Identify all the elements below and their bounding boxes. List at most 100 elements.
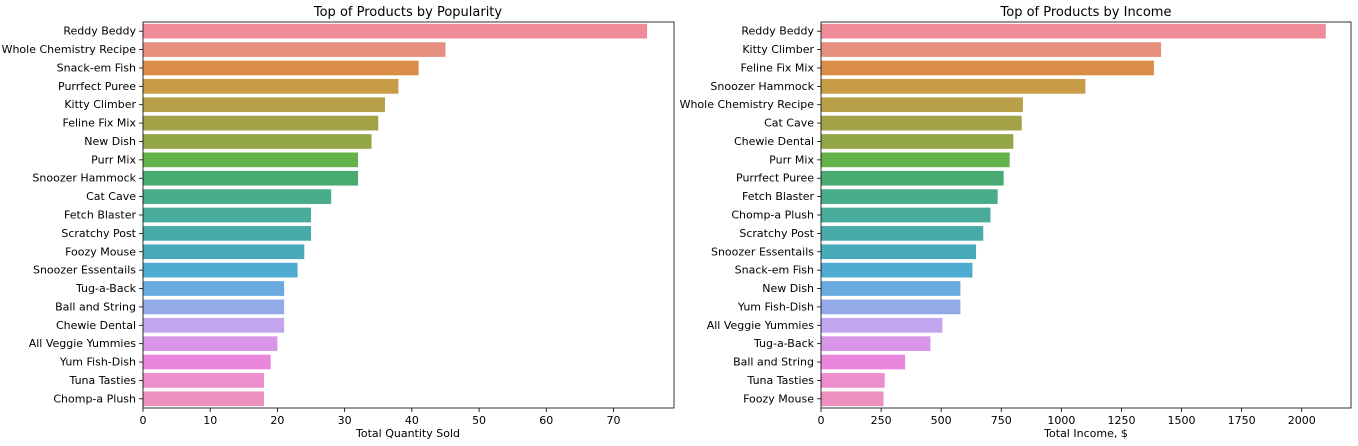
income-category-label: Feline Fix Mix <box>741 61 815 74</box>
income-category-label: Tuna Tasties <box>747 374 815 387</box>
income-x-tick-label: 500 <box>931 414 952 427</box>
income-chart-title: Top of Products by Income <box>1000 5 1172 20</box>
income-bar <box>821 115 1022 131</box>
popularity-bar <box>143 317 285 333</box>
popularity-category-label: Tug-a-Back <box>75 282 137 295</box>
popularity-category-label: Purrfect Puree <box>58 80 136 93</box>
popularity-category-label: All Veggie Yummies <box>29 337 137 350</box>
popularity-category-label: Cat Cave <box>86 190 136 203</box>
income-bar <box>821 299 961 315</box>
popularity-bar <box>143 336 278 352</box>
popularity-bar <box>143 152 359 168</box>
popularity-category-label: Snack-em Fish <box>57 61 136 74</box>
popularity-bar <box>143 226 312 241</box>
popularity-category-label: Chomp-a Plush <box>53 392 136 405</box>
popularity-chart-title: Top of Products by Popularity <box>313 5 503 20</box>
popularity-bar <box>143 189 332 204</box>
popularity-bar <box>143 281 285 296</box>
income-x-tick-label: 1250 <box>1107 414 1135 427</box>
popularity-category-label: Chewie Dental <box>56 319 136 332</box>
popularity-category-label: Fetch Blaster <box>64 209 136 222</box>
income-category-label: Chomp-a Plush <box>731 209 814 222</box>
income-chart-x-label: Total Income, $ <box>1043 427 1128 440</box>
income-category-label: Snack-em Fish <box>735 264 814 277</box>
popularity-bar <box>143 170 359 186</box>
income-category-label: Scratchy Post <box>739 227 814 240</box>
popularity-x-tick-label: 0 <box>140 414 147 427</box>
income-bar <box>821 281 961 296</box>
income-bar <box>821 354 906 370</box>
income-category-label: Ball and String <box>733 356 814 369</box>
income-x-tick-label: 0 <box>818 414 825 427</box>
popularity-bar <box>143 78 399 94</box>
popularity-category-label: Scratchy Post <box>61 227 136 240</box>
income-category-label: Reddy Beddy <box>741 25 814 38</box>
income-bar <box>821 189 998 204</box>
popularity-x-tick-label: 50 <box>472 414 486 427</box>
income-x-tick-label: 1500 <box>1168 414 1196 427</box>
popularity-bar <box>143 42 446 57</box>
income-category-label: Kitty Climber <box>742 43 814 56</box>
popularity-bar <box>143 354 271 370</box>
popularity-bar <box>143 391 264 407</box>
income-x-tick-label: 250 <box>871 414 892 427</box>
income-bar <box>821 23 1326 39</box>
popularity-bar <box>143 262 298 278</box>
popularity-category-label: Snoozer Essentails <box>33 264 136 277</box>
income-bar <box>821 97 1023 113</box>
popularity-bar <box>143 244 305 260</box>
popularity-bar <box>143 97 385 113</box>
popularity-x-tick-label: 70 <box>607 414 621 427</box>
income-bar <box>821 42 1162 57</box>
popularity-category-label: Yum Fish-Dish <box>59 356 136 369</box>
income-bar <box>821 60 1154 76</box>
popularity-x-tick-label: 10 <box>203 414 217 427</box>
income-bar <box>821 244 977 260</box>
popularity-chart: Top of Products by Popularity Total Quan… <box>2 5 675 440</box>
income-category-label: Snoozer Essentails <box>711 245 814 258</box>
popularity-x-tick-label: 20 <box>270 414 284 427</box>
popularity-bar <box>143 207 312 223</box>
income-category-label: Tug-a-Back <box>753 337 815 350</box>
income-x-tick-label: 1750 <box>1228 414 1256 427</box>
popularity-bar <box>143 299 285 315</box>
popularity-x-tick-label: 30 <box>338 414 352 427</box>
income-x-tick-label: 1000 <box>1047 414 1075 427</box>
popularity-chart-x-label: Total Quantity Sold <box>355 427 460 440</box>
income-category-label: Whole Chemistry Recipe <box>680 98 815 111</box>
income-chart: Top of Products by Income Total Income, … <box>680 5 1352 440</box>
popularity-bar <box>143 115 379 131</box>
income-bar <box>821 262 973 278</box>
income-category-label: Fetch Blaster <box>742 190 814 203</box>
income-bar <box>821 336 931 352</box>
popularity-category-label: Kitty Climber <box>64 98 136 111</box>
popularity-bar <box>143 60 419 76</box>
popularity-bar <box>143 373 264 388</box>
popularity-category-label: Foozy Mouse <box>65 245 136 258</box>
income-category-label: Purr Mix <box>769 153 814 166</box>
income-bar <box>821 152 1010 168</box>
income-bar <box>821 317 943 333</box>
popularity-category-label: Tuna Tasties <box>69 374 137 387</box>
popularity-category-label: New Dish <box>84 135 136 148</box>
income-category-label: Snoozer Hammock <box>710 80 814 93</box>
income-bar <box>821 170 1004 186</box>
popularity-x-tick-label: 40 <box>405 414 419 427</box>
income-category-label: Cat Cave <box>764 117 814 130</box>
income-bar <box>821 226 984 241</box>
income-bar <box>821 134 1014 149</box>
income-bar <box>821 391 884 407</box>
popularity-x-tick-label: 60 <box>539 414 553 427</box>
popularity-category-label: Reddy Beddy <box>63 25 136 38</box>
income-category-label: Yum Fish-Dish <box>737 300 814 313</box>
income-category-label: All Veggie Yummies <box>707 319 815 332</box>
income-bar <box>821 78 1086 94</box>
income-category-label: Chewie Dental <box>734 135 814 148</box>
income-category-label: Purrfect Puree <box>736 172 814 185</box>
popularity-category-label: Snoozer Hammock <box>32 172 136 185</box>
popularity-bar <box>143 23 648 39</box>
popularity-category-label: Whole Chemistry Recipe <box>2 43 137 56</box>
popularity-category-label: Feline Fix Mix <box>63 117 137 130</box>
income-category-label: Foozy Mouse <box>743 392 814 405</box>
